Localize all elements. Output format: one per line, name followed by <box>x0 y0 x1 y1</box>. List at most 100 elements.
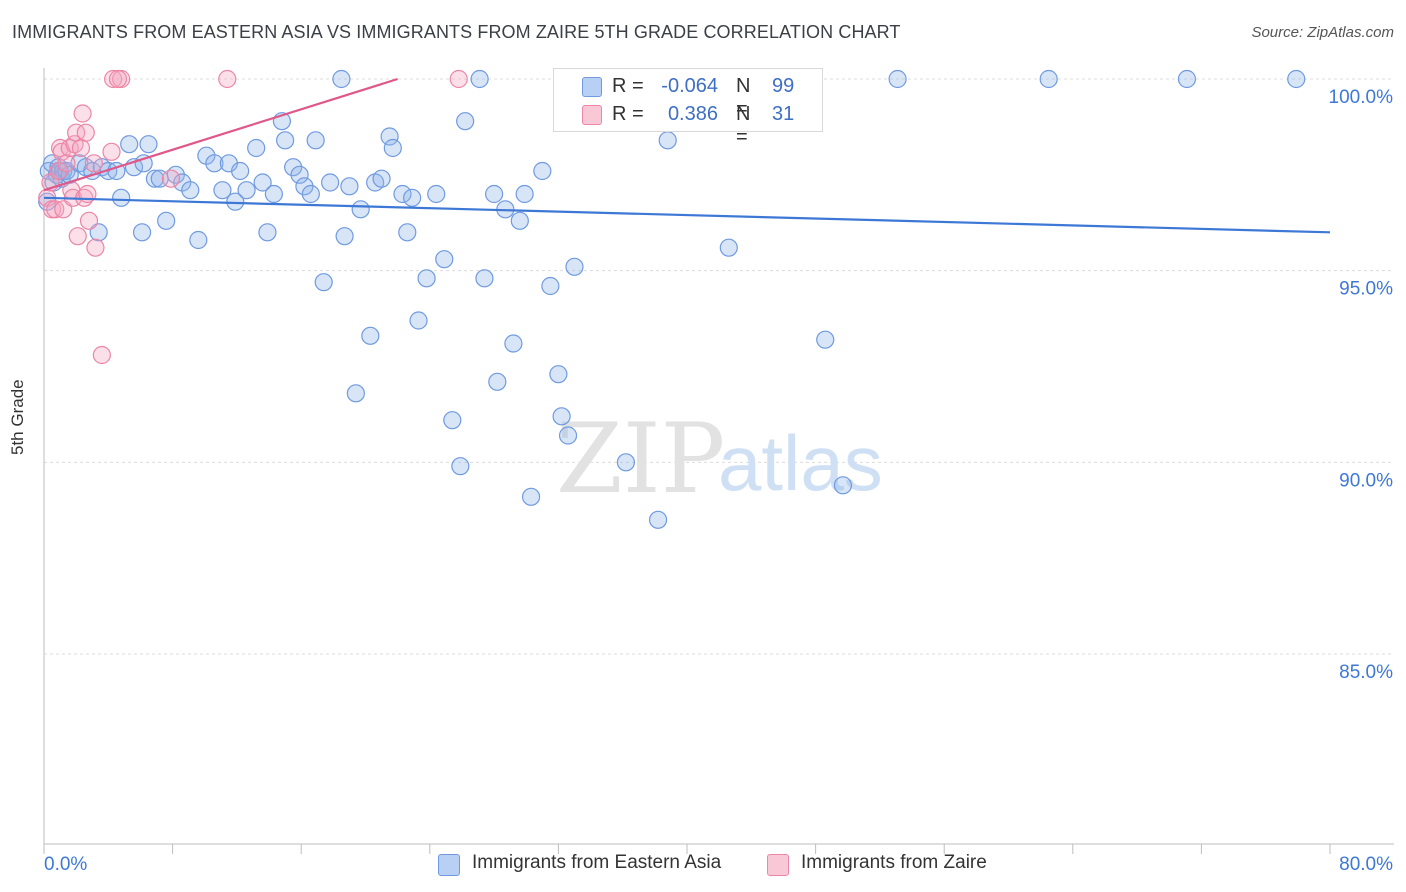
point-eastern-asia-97 <box>1287 69 1306 89</box>
point-eastern-asia-69 <box>456 112 475 131</box>
point-eastern-asia-46 <box>301 184 320 204</box>
point-eastern-asia-80 <box>541 276 560 296</box>
point-eastern-asia-63 <box>409 311 428 330</box>
point-eastern-asia-92 <box>816 330 835 349</box>
point-eastern-asia-20 <box>132 223 152 242</box>
trend-line-zaire <box>43 77 398 192</box>
point-eastern-asia-61 <box>398 223 417 242</box>
y-tick-label-3: 85.0% <box>1339 662 1393 683</box>
r-label: R = <box>612 103 644 125</box>
point-eastern-asia-35 <box>231 161 250 181</box>
n-value: 31 <box>772 103 795 125</box>
y-tick-label-0: 100.0% <box>1329 87 1394 108</box>
point-eastern-asia-39 <box>258 223 277 242</box>
point-eastern-asia-53 <box>346 384 365 403</box>
point-eastern-asia-75 <box>504 334 523 353</box>
point-zaire-8 <box>57 154 76 173</box>
point-eastern-asia-54 <box>351 200 370 219</box>
point-eastern-asia-83 <box>558 426 578 445</box>
point-eastern-asia-36 <box>237 181 256 200</box>
point-zaire-15 <box>71 138 91 158</box>
point-eastern-asia-76 <box>510 211 529 230</box>
r-label: R = <box>612 75 644 97</box>
chart-title: IMMIGRANTS FROM EASTERN ASIA VS IMMIGRAN… <box>12 22 901 42</box>
point-eastern-asia-94 <box>888 69 907 89</box>
point-zaire-27 <box>218 69 237 89</box>
point-eastern-asia-65 <box>427 184 446 204</box>
point-zaire-22 <box>86 238 105 257</box>
r-value: 0.386 <box>667 103 718 125</box>
point-eastern-asia-71 <box>475 269 494 288</box>
axes <box>43 68 1394 854</box>
point-zaire-30 <box>102 142 121 161</box>
point-eastern-asia-17 <box>112 188 131 207</box>
point-eastern-asia-48 <box>314 273 333 292</box>
point-zaire-14 <box>68 227 87 246</box>
point-eastern-asia-52 <box>340 177 359 196</box>
stats-legend: R = -0.064 N = 99 R = 0.386 N = 31 <box>553 68 823 148</box>
n-label: N = <box>736 75 751 120</box>
point-eastern-asia-78 <box>521 487 541 506</box>
point-eastern-asia-70 <box>470 69 489 89</box>
point-zaire-16 <box>73 104 92 123</box>
point-eastern-asia-40 <box>264 184 283 204</box>
source-credit: Source: ZipAtlas.com <box>1251 24 1394 41</box>
point-eastern-asia-84 <box>565 257 584 276</box>
point-eastern-asia-82 <box>552 407 571 426</box>
point-eastern-asia-60 <box>393 184 412 204</box>
point-eastern-asia-81 <box>549 365 568 384</box>
y-tick-label-1: 95.0% <box>1339 279 1393 300</box>
point-eastern-asia-47 <box>306 131 325 150</box>
point-eastern-asia-37 <box>247 138 266 158</box>
watermark-zip: ZIP <box>556 403 725 515</box>
x-tick-label-0: 0.0% <box>44 854 87 875</box>
point-eastern-asia-59 <box>383 138 402 158</box>
point-eastern-asia-58 <box>380 127 399 146</box>
point-eastern-asia-22 <box>139 135 158 154</box>
point-eastern-asia-57 <box>372 169 391 188</box>
x-tick-label-1: 80.0% <box>1339 854 1393 875</box>
swatch-zaire <box>582 105 602 125</box>
point-eastern-asia-50 <box>332 69 351 89</box>
point-eastern-asia-77 <box>515 184 534 204</box>
point-zaire-28 <box>449 69 468 89</box>
point-eastern-asia-23 <box>145 169 165 188</box>
trend-line-eastern-asia <box>43 196 1331 234</box>
point-eastern-asia-68 <box>451 457 470 476</box>
point-eastern-asia-93 <box>833 476 853 495</box>
trend-lines <box>43 77 1331 234</box>
point-eastern-asia-88 <box>658 131 677 150</box>
legend-swatch-eastern-asia <box>438 854 460 876</box>
point-eastern-asia-64 <box>417 269 436 288</box>
point-eastern-asia-66 <box>435 250 454 269</box>
point-eastern-asia-72 <box>485 184 504 204</box>
watermark-atlas: atlas <box>718 419 883 507</box>
point-zaire-29 <box>108 69 128 89</box>
r-value: -0.064 <box>661 75 718 97</box>
legend-swatch-zaire <box>767 854 789 876</box>
x-tick-labels: 0.0% 80.0% <box>44 854 1393 875</box>
point-eastern-asia-25 <box>157 211 176 230</box>
n-value: 99 <box>772 75 795 97</box>
point-eastern-asia-90 <box>719 238 738 257</box>
y-tick-labels: 100.0% 95.0% 90.0% 85.0% <box>1329 87 1394 683</box>
point-eastern-asia-49 <box>321 173 340 192</box>
point-eastern-asia-42 <box>276 131 295 150</box>
point-eastern-asia-95 <box>1039 69 1058 89</box>
point-eastern-asia-73 <box>488 372 507 391</box>
point-eastern-asia-28 <box>181 181 200 200</box>
point-eastern-asia-44 <box>290 165 309 184</box>
point-eastern-asia-62 <box>403 188 422 207</box>
point-eastern-asia-96 <box>1177 69 1197 89</box>
y-axis-label: 5th Grade <box>8 379 27 455</box>
legend-label: Immigrants from Zaire <box>801 852 987 873</box>
point-eastern-asia-29 <box>189 230 208 250</box>
swatch-eastern-asia <box>582 77 602 97</box>
point-zaire-21 <box>84 154 103 173</box>
y-tick-label-2: 90.0% <box>1339 470 1393 491</box>
point-eastern-asia-79 <box>533 161 552 181</box>
point-eastern-asia-32 <box>213 181 232 200</box>
point-eastern-asia-85 <box>616 453 636 472</box>
watermark: ZIP atlas <box>556 403 883 515</box>
